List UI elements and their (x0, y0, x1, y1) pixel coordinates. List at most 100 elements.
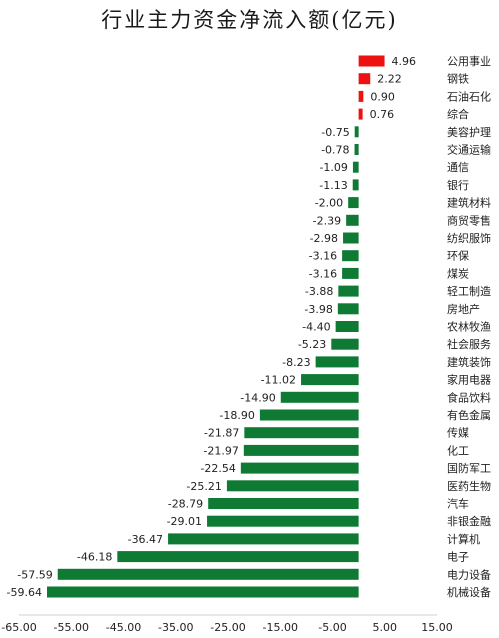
bar-21 (244, 427, 359, 439)
bar-13 (338, 285, 359, 297)
category-label-2: 石油石化 (447, 89, 491, 103)
value-label-26: -29.01 (167, 515, 202, 528)
category-label-12: 煤炭 (447, 267, 469, 280)
value-label-29: -57.59 (17, 568, 52, 581)
category-label-22: 化工 (447, 443, 469, 457)
bar-11 (342, 250, 359, 262)
category-label-7: 银行 (447, 178, 469, 192)
x-tick-label-2: -45.00 (106, 621, 141, 634)
value-label-20: -18.90 (219, 409, 254, 422)
bar-25 (208, 498, 359, 509)
value-label-24: -25.21 (186, 480, 221, 493)
value-label-21: -21.87 (204, 427, 239, 440)
value-label-5: -0.78 (321, 144, 349, 157)
x-ticks-layer: -65.00 -55.00 -45.00 -35.00 -25.00 -15.00 -5.0… (1, 621, 452, 634)
bar-28 (117, 551, 359, 563)
bar-22 (243, 444, 359, 456)
value-label-14: -3.98 (304, 303, 332, 316)
bar-19 (280, 391, 359, 403)
bar-6 (352, 161, 359, 173)
category-label-20: 有色金属 (447, 408, 491, 422)
category-label-4: 美容护理 (447, 125, 491, 139)
category-label-5: 交通运输 (447, 143, 491, 157)
value-label-22: -21.97 (203, 444, 238, 457)
value-label-23: -22.54 (200, 462, 235, 475)
bar-5 (354, 144, 359, 155)
bar-30 (47, 586, 359, 598)
value-label-19: -14.90 (240, 391, 275, 404)
value-label-28: -46.18 (77, 551, 112, 564)
category-label-16: 社会服务 (447, 337, 491, 351)
value-label-30: -59.64 (7, 586, 42, 599)
bar-14 (337, 303, 359, 315)
category-label-13: 轻工制造 (447, 284, 491, 298)
value-label-0: 4.96 (392, 55, 417, 68)
category-label-21: 传媒 (447, 427, 469, 440)
category-label-27: 计算机 (447, 532, 480, 546)
value-label-16: -5.23 (298, 338, 326, 351)
value-label-1: 2.22 (377, 73, 402, 86)
bar-20 (259, 409, 359, 421)
bar-23 (240, 462, 359, 474)
category-label-10: 纺织服饰 (447, 231, 491, 245)
bar-4 (354, 126, 359, 138)
value-label-25: -28.79 (168, 498, 203, 511)
x-tick-label-3: -35.00 (158, 621, 193, 634)
category-label-9: 商贸零售 (447, 213, 491, 227)
bar-7 (352, 179, 359, 191)
category-labels-layer: 公用事业钢铁石油石化综合美容护理交通运输通信银行建筑材料商贸零售纺织服饰环保煤炭… (447, 55, 491, 599)
bar-24 (226, 480, 359, 492)
category-label-28: 电子 (447, 551, 469, 564)
bar-15 (335, 321, 359, 332)
value-label-15: -4.40 (302, 321, 330, 334)
category-label-24: 医药生物 (447, 479, 491, 493)
x-tick-label-8: 15.00 (421, 621, 453, 634)
value-label-10: -2.98 (310, 232, 338, 245)
value-label-12: -3.16 (309, 267, 337, 280)
value-label-3: 0.76 (370, 108, 395, 121)
bar-0 (358, 55, 385, 67)
value-label-17: -8.23 (282, 356, 310, 369)
category-label-30: 机械设备 (447, 585, 491, 599)
value-label-13: -3.88 (305, 285, 333, 298)
x-tick-label-5: -15.00 (263, 621, 298, 634)
category-label-14: 房地产 (447, 302, 480, 316)
bars-layer (47, 55, 385, 598)
bar-2 (358, 90, 364, 102)
category-label-29: 电力设备 (447, 567, 491, 581)
bar-10 (343, 232, 359, 244)
value-label-18: -11.02 (261, 374, 296, 387)
value-label-6: -1.09 (319, 161, 347, 174)
category-label-1: 钢铁 (447, 73, 469, 86)
category-label-15: 农林牧渔 (447, 320, 491, 334)
value-label-27: -36.47 (128, 533, 163, 546)
value-label-7: -1.13 (319, 179, 347, 192)
category-label-8: 建筑材料 (447, 196, 491, 210)
bar-1 (358, 73, 371, 85)
category-label-11: 环保 (447, 249, 469, 263)
category-label-25: 汽车 (447, 497, 469, 511)
bar-12 (342, 267, 359, 279)
value-label-9: -2.39 (313, 214, 341, 227)
category-label-18: 家用电器 (447, 373, 491, 387)
chart-title: 行业主力资金净流入额(亿元) (101, 8, 398, 32)
value-labels-layer: 4.96 2.22 0.90 0.76 -0.75 -0.78 -1.09 -1.13 -2.0… (7, 55, 416, 599)
x-tick-label-4: -25.00 (210, 621, 245, 634)
category-label-6: 通信 (447, 161, 469, 174)
bar-27 (168, 533, 359, 545)
bar-3 (358, 108, 363, 120)
bar-26 (207, 515, 359, 527)
category-label-0: 公用事业 (447, 55, 491, 68)
bar-29 (57, 568, 359, 580)
x-tick-label-7: 5.00 (373, 621, 398, 634)
bar-18 (301, 374, 359, 386)
bar-16 (331, 338, 359, 350)
x-tick-label-0: -65.00 (1, 621, 36, 634)
value-label-4: -0.75 (321, 126, 349, 139)
value-label-8: -2.00 (315, 197, 343, 210)
bar-9 (346, 214, 359, 226)
category-label-3: 综合 (447, 107, 469, 121)
bar-8 (348, 197, 359, 209)
value-label-11: -3.16 (309, 250, 337, 263)
